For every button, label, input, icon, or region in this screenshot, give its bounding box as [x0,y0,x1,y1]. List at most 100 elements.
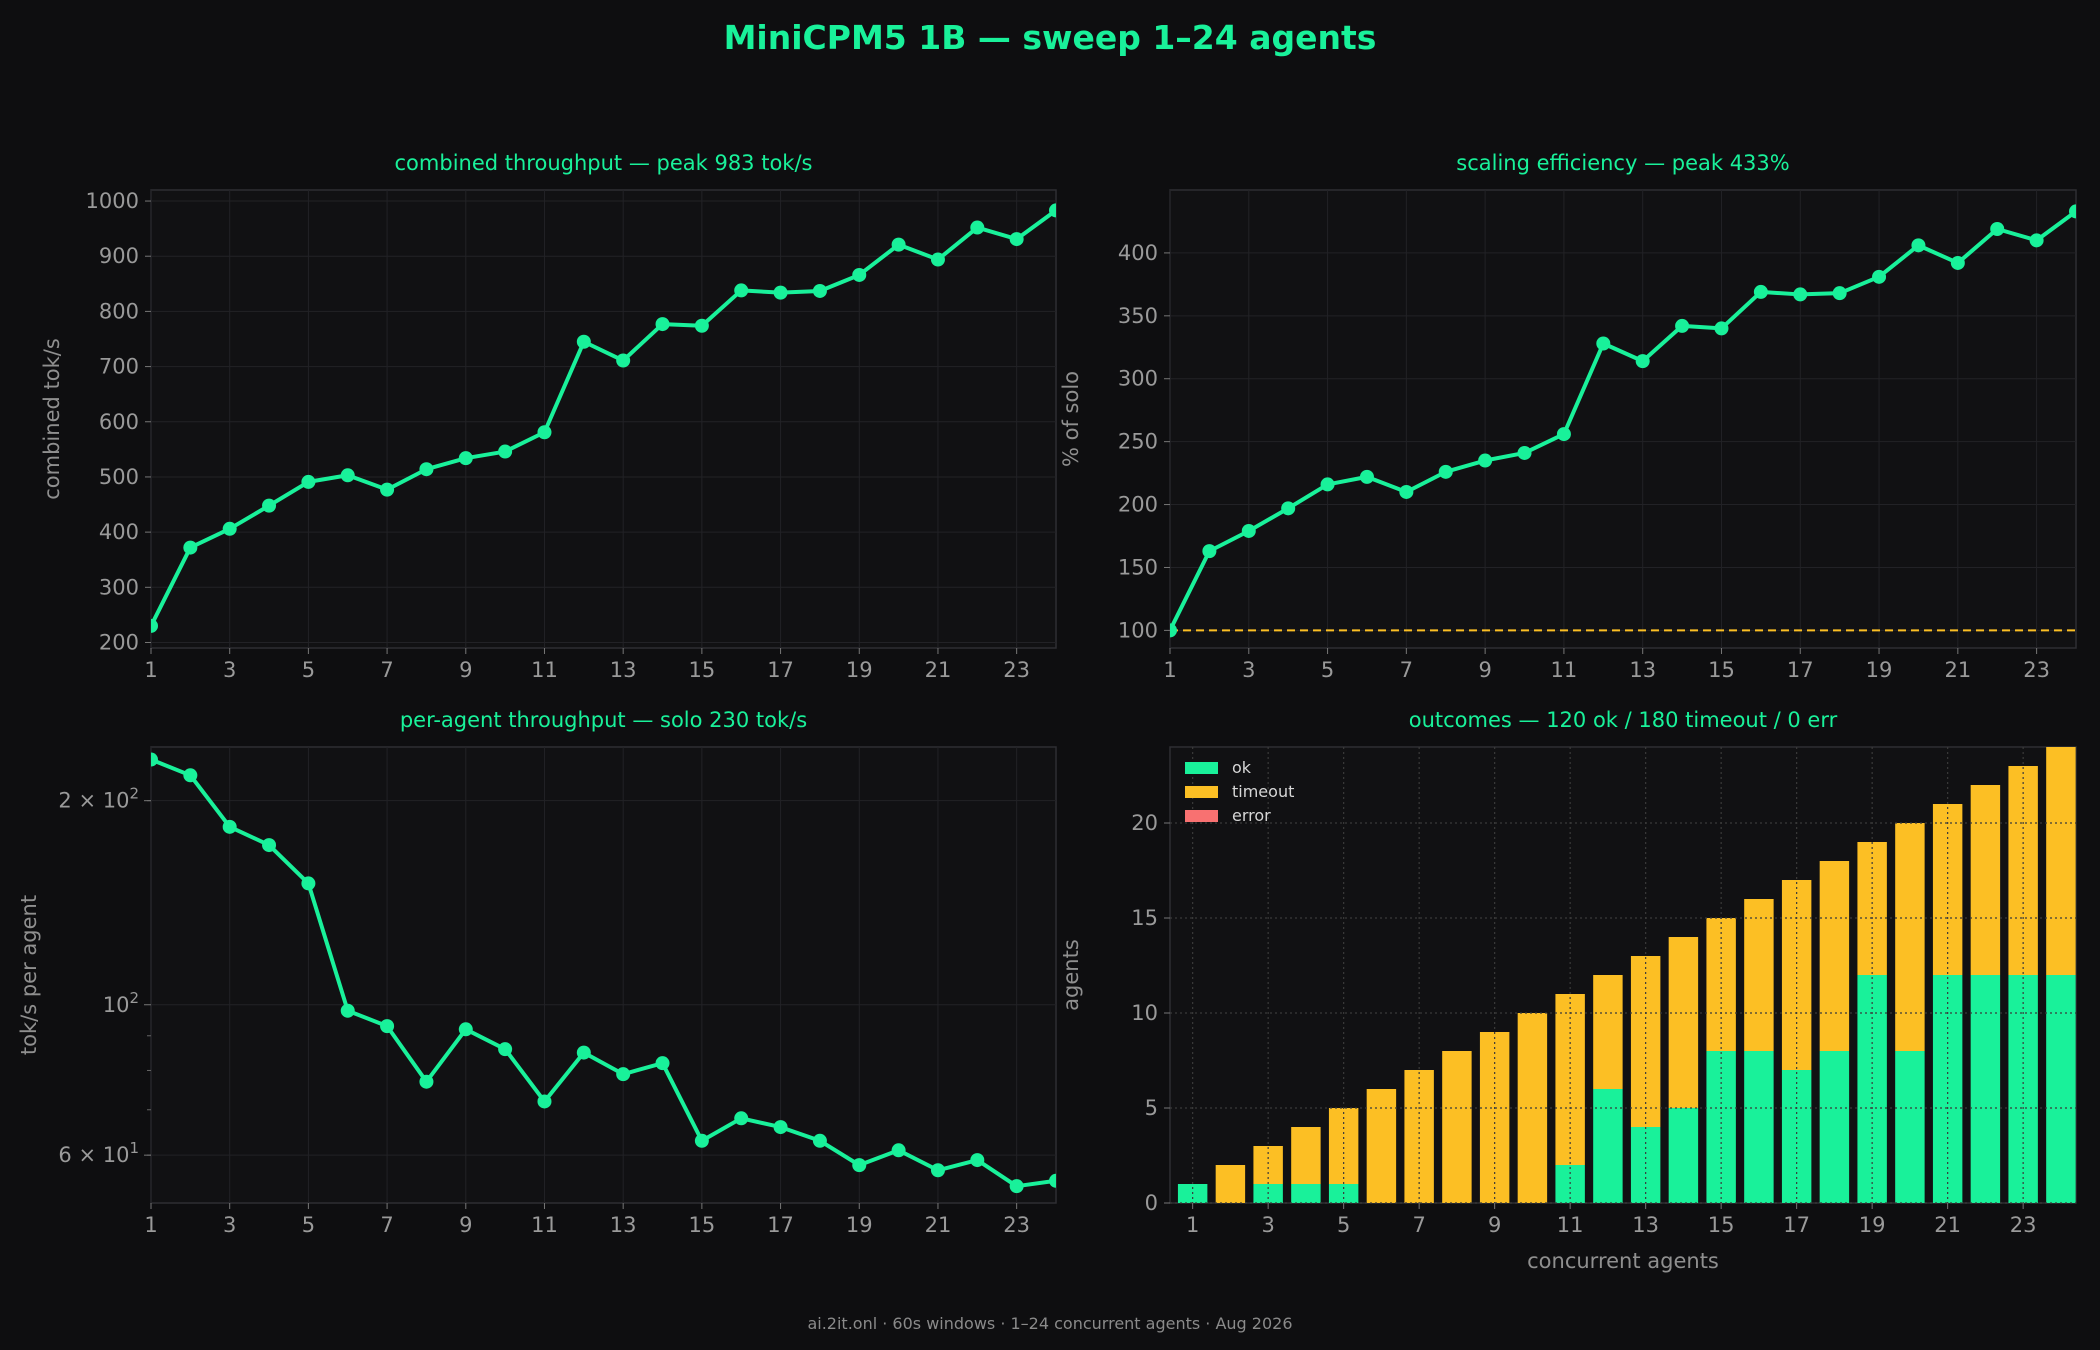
combined-point [1009,232,1024,247]
per_agent-xtick-label: 15 [689,1213,716,1237]
efficiency-xtick-label: 21 [1944,658,1971,682]
figure-title: MiniCPM5 1B — sweep 1–24 agents [723,18,1377,57]
combined-point [655,317,670,332]
efficiency-point [1832,286,1847,301]
per_agent-point [812,1133,827,1148]
outcomes-bar-timeout [1593,975,1623,1089]
efficiency-point [2069,204,2076,219]
combined-point [183,540,198,555]
combined-point [576,334,591,349]
efficiency-ytick-label: 300 [1118,367,1158,391]
combined-series-line [151,208,1056,627]
efficiency-xtick-label: 1 [1163,658,1176,682]
outcomes-bar-ok [1895,1051,1925,1203]
per_agent-point [616,1067,631,1082]
efficiency-point [1950,255,1965,270]
efficiency-xtick-label: 19 [1866,658,1893,682]
outcomes-xlabel: concurrent agents [1527,1249,1719,1273]
combined-point [340,468,355,483]
efficiency-ylabel: % of solo [1059,371,1083,467]
combined-title: combined throughput — peak 983 tok/s [395,151,813,175]
outcomes-bar-timeout [1442,1051,1472,1203]
efficiency-ytick-label: 400 [1118,241,1158,265]
efficiency-point [1556,427,1571,442]
outcomes-ytick-label: 20 [1131,811,1158,835]
efficiency-xtick-label: 11 [1551,658,1578,682]
per_agent-xtick-label: 11 [531,1213,558,1237]
outcomes-bar-timeout [1895,823,1925,1051]
outcomes-legend-swatch-error [1185,810,1218,822]
outcomes-bar-ok [1970,975,2001,1203]
outcomes-legend-swatch-timeout [1185,786,1218,798]
combined-point [891,237,906,252]
per_agent-point [458,1022,473,1037]
combined-xtick-label: 11 [531,658,558,682]
per_agent-xtick-label: 13 [610,1213,637,1237]
per_agent-ytick-label: 6 × 101 [58,1139,139,1167]
combined-xtick-label: 21 [925,658,952,682]
outcomes-bar-ok [1291,1184,1321,1203]
combined-ytick-label: 800 [99,299,139,323]
efficiency-point [1872,269,1887,284]
combined-xtick-label: 23 [1003,658,1030,682]
combined-point [151,618,158,633]
per_agent-title: per-agent throughput — solo 230 tok/s [400,708,807,732]
efficiency-point [1359,469,1374,484]
combined-xtick-label: 5 [302,658,315,682]
combined-point [734,283,749,298]
efficiency-ytick-label: 350 [1118,304,1158,328]
efficiency-point [1793,287,1808,302]
combined-point [970,220,985,235]
per_agent-point [891,1143,906,1158]
outcomes-xtick-label: 19 [1859,1213,1886,1237]
outcomes-ytick-label: 15 [1131,906,1158,930]
outcomes-bar-timeout [1291,1127,1321,1184]
per_agent-xtick-label: 23 [1003,1213,1030,1237]
outcomes-ytick-label: 5 [1145,1096,1158,1120]
combined-xtick-label: 19 [846,658,873,682]
per_agent-point [930,1163,945,1178]
combined-xtick-label: 13 [610,658,637,682]
combined-point [262,498,277,513]
combined-ytick-label: 200 [99,630,139,654]
efficiency-xtick-label: 7 [1400,658,1413,682]
per_agent-point [970,1153,985,1168]
outcomes-legend-label-timeout: timeout [1232,782,1294,801]
outcomes-bar-timeout [1366,1089,1397,1203]
combined-xtick-label: 3 [223,658,236,682]
per_agent-point [262,838,277,853]
outcomes-bar-ok [1819,1051,1850,1203]
efficiency-point [1990,222,2005,237]
outcomes-bar-timeout [1555,994,1585,1165]
efficiency-xtick-label: 13 [1629,658,1656,682]
per_agent-point [222,819,237,834]
combined-point [498,444,513,459]
per_agent-xtick-label: 3 [223,1213,236,1237]
efficiency-xtick-label: 17 [1787,658,1814,682]
combined-point [222,521,237,536]
combined-point [537,425,552,440]
efficiency-point [2029,233,2044,248]
efficiency-point [1753,284,1768,299]
per_agent-point [380,1019,395,1034]
combined-xtick-label: 1 [144,658,157,682]
efficiency-point [1170,623,1177,638]
efficiency-xtick-label: 15 [1708,658,1735,682]
per_agent-xtick-label: 7 [380,1213,393,1237]
per_agent-point [1009,1179,1024,1194]
combined-ytick-label: 500 [99,465,139,489]
efficiency-point [1399,484,1414,499]
outcomes-ytick-label: 10 [1131,1001,1158,1025]
combined-xtick-label: 9 [459,658,472,682]
outcomes-bar-ok [1630,1127,1661,1203]
combined-point [1049,203,1056,218]
efficiency-point [1911,238,1926,253]
outcomes-legend-label-ok: ok [1232,758,1252,777]
combined-point [380,482,395,497]
combined-point [930,252,945,267]
combined-ytick-label: 700 [99,355,139,379]
efficiency-title: scaling efficiency — peak 433% [1456,151,1790,175]
per_agent-xtick-label: 17 [767,1213,794,1237]
